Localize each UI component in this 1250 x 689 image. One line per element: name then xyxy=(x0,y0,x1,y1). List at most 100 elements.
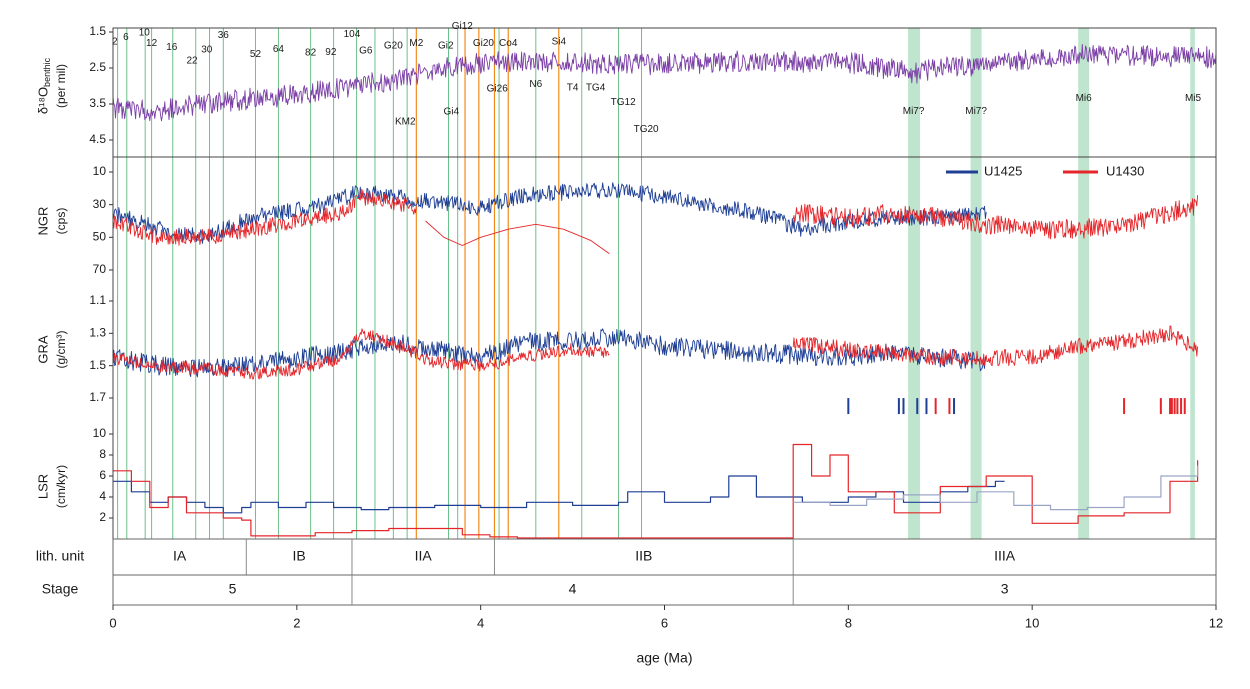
gra-y-unit: (g/cm³) xyxy=(54,331,68,369)
event-label: N6 xyxy=(529,79,542,90)
x-tick-label: 10 xyxy=(1025,615,1039,630)
x-tick-label: 2 xyxy=(293,615,300,630)
event-label: Mi5 xyxy=(1185,93,1202,104)
lsr-y-tick-label: 6 xyxy=(99,468,106,482)
x-tick-label: 4 xyxy=(477,615,484,630)
event-label: Gi4 xyxy=(443,107,459,118)
ngr-series-line xyxy=(425,220,610,255)
gra-series-line xyxy=(112,328,987,378)
gra-series-line xyxy=(792,325,1199,367)
event-label: 104 xyxy=(344,29,361,40)
event-label: G6 xyxy=(359,45,373,56)
event-label: 36 xyxy=(218,30,230,41)
lith-unit-label: IA xyxy=(173,548,187,564)
gra-y-tick-label: 1.1 xyxy=(89,293,106,307)
lsr-series-line xyxy=(113,475,1005,514)
gra-y-tick-label: 1.5 xyxy=(89,358,106,372)
green-band xyxy=(1078,28,1090,539)
event-label: TG12 xyxy=(611,97,636,108)
ngr-y-tick-label: 10 xyxy=(93,164,107,178)
event-label: 30 xyxy=(201,45,213,56)
lith-unit-row xyxy=(112,538,1217,576)
event-label: M2 xyxy=(409,38,423,49)
event-label: Gi12 xyxy=(452,21,474,32)
gra-y-tick-label: 1.3 xyxy=(89,326,106,340)
lsr-y-tick-label: 4 xyxy=(99,489,106,503)
event-label: 92 xyxy=(325,47,337,58)
ngr-y-unit: (cps) xyxy=(54,208,68,235)
gra-y-label: GRA xyxy=(35,335,50,364)
event-label: 12 xyxy=(146,38,158,49)
event-label: Gi26 xyxy=(487,84,509,95)
gra-y-tick-label: 1.7 xyxy=(89,390,106,404)
event-label: Si4 xyxy=(552,37,567,48)
ngr-y-label: NGR xyxy=(35,207,50,236)
event-label: 16 xyxy=(166,42,178,53)
event-label: Mi7? xyxy=(965,106,987,117)
ngr-y-tick-label: 70 xyxy=(93,262,107,276)
ngr-series-line xyxy=(112,182,987,244)
event-label: 2 xyxy=(112,37,118,48)
x-axis-label: age (Ma) xyxy=(636,650,692,666)
d18o-y-label: δ¹⁸Obenthic xyxy=(35,57,52,114)
x-tick-label: 0 xyxy=(109,615,116,630)
event-label: 10 xyxy=(139,27,151,38)
x-tick-label: 12 xyxy=(1209,615,1223,630)
lsr-series-line xyxy=(793,465,1199,511)
gra-series-line xyxy=(112,328,610,380)
reference-lines xyxy=(117,28,1195,539)
legend-label-u1430: U1430 xyxy=(1106,163,1144,178)
stage-label: 3 xyxy=(1001,581,1009,597)
event-label: TG4 xyxy=(586,82,606,93)
ngr-series-line xyxy=(112,188,417,246)
x-tick-label: 6 xyxy=(661,615,668,630)
lith-unit-label: IB xyxy=(293,548,306,564)
d18o-y-label-subscript: benthic xyxy=(42,57,52,87)
event-label: TG20 xyxy=(634,124,659,135)
lsr-y-tick-label: 2 xyxy=(99,510,106,524)
event-label: Mi6 xyxy=(1076,93,1093,104)
event-label: G20 xyxy=(384,40,403,51)
d18o-y-tick-label: 1.5 xyxy=(89,24,106,38)
lsr-y-unit: (cm/kyr) xyxy=(54,465,68,508)
d18o-y-unit: (per mil) xyxy=(54,64,68,108)
d18o-y-tick-label: 2.5 xyxy=(89,60,106,74)
stage-row-label: Stage xyxy=(42,581,79,597)
event-label: 6 xyxy=(123,32,129,43)
lith-unit-label: IIB xyxy=(635,548,652,564)
event-label: 52 xyxy=(250,49,262,60)
ngr-y-tick-label: 30 xyxy=(93,197,107,211)
event-label: Co4 xyxy=(499,38,518,49)
event-label: T4 xyxy=(567,82,579,93)
ngr-series-line xyxy=(792,195,1199,240)
stage-label: 4 xyxy=(569,581,577,597)
d18o-y-tick-label: 3.5 xyxy=(89,96,106,110)
event-label: 82 xyxy=(305,48,317,59)
green-band xyxy=(970,28,982,539)
lsr-y-tick-label: 8 xyxy=(99,447,106,461)
event-label: Gi20 xyxy=(473,38,495,49)
green-band xyxy=(1190,28,1195,539)
data-series xyxy=(112,44,1217,539)
ngr-y-tick-label: 50 xyxy=(93,230,107,244)
lith-unit-row-label: lith. unit xyxy=(36,548,84,564)
lsr-y-tick-label: 10 xyxy=(93,426,107,440)
d18o-y-tick-label: 4.5 xyxy=(89,132,106,146)
lsr-series-line xyxy=(113,443,1199,539)
x-tick-label: 8 xyxy=(845,615,852,630)
stage-label: 5 xyxy=(229,581,237,597)
event-label: 22 xyxy=(186,55,198,66)
legend-label-u1425: U1425 xyxy=(984,163,1022,178)
green-band xyxy=(908,28,921,539)
event-label: 64 xyxy=(273,44,285,55)
lith-unit-label: IIIA xyxy=(994,548,1016,564)
lsr-y-label: LSR xyxy=(35,474,50,499)
stage-row xyxy=(112,574,1217,606)
lith-unit-label: IIA xyxy=(415,548,433,564)
event-label: Gi2 xyxy=(438,40,454,51)
event-label: Mi7? xyxy=(903,106,925,117)
event-label: KM2 xyxy=(395,117,416,128)
axes-frame xyxy=(109,27,1217,610)
